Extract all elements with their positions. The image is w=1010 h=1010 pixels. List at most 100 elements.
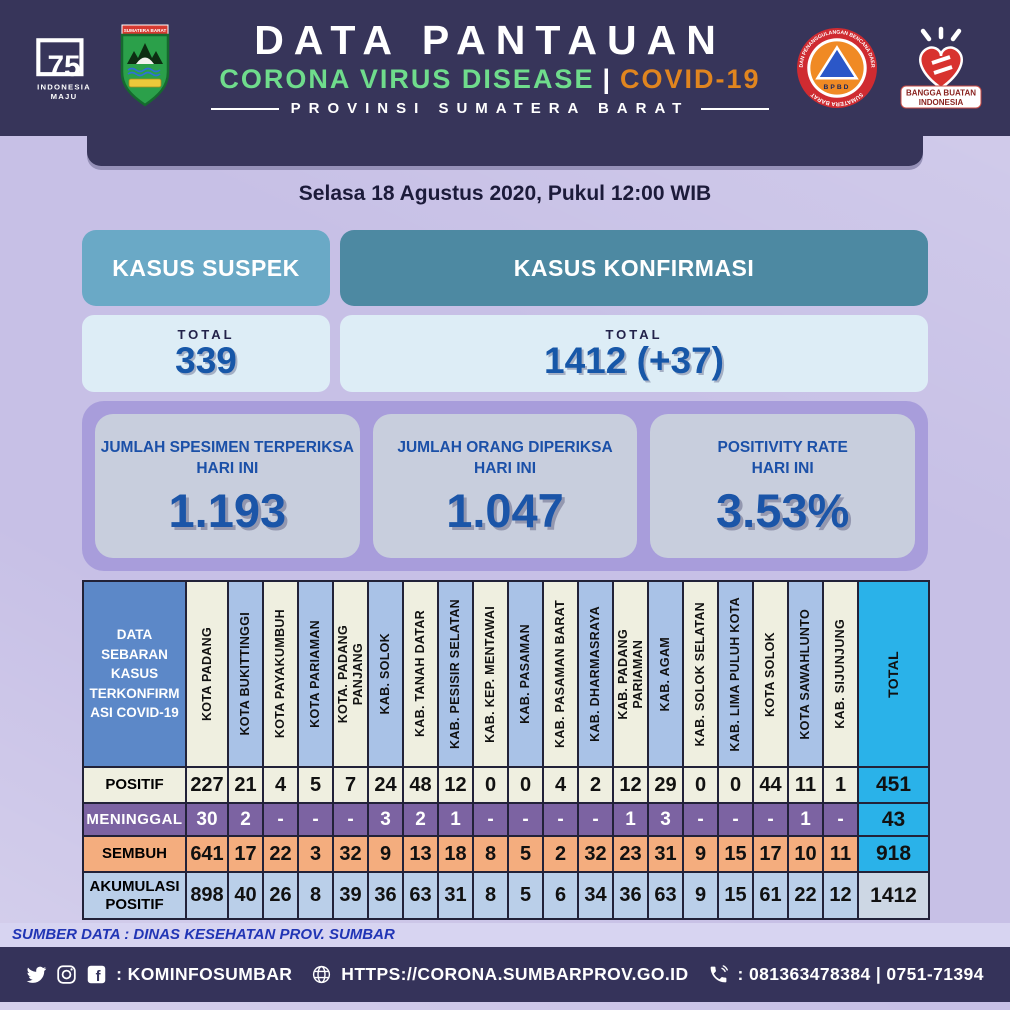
table-cell: - (297, 802, 334, 837)
table-cell: 2 (577, 766, 614, 804)
globe-icon (311, 964, 332, 985)
rule-left (210, 107, 279, 110)
column-header: KOTA PAYAKUMBUH (262, 580, 299, 768)
column-header: KOTA SAWAHLUNTO (787, 580, 824, 768)
column-header: KOTA. PADANG PANJANG (332, 580, 369, 768)
column-header: KAB. SOLOK SELATAN (682, 580, 719, 768)
stat-label-line1: POSITIVITY RATE (717, 439, 848, 457)
column-header-label: KAB. SOLOK (378, 633, 392, 715)
header-extension-bar (87, 136, 923, 166)
stat-card-positivity-rate: POSITIVITY RATE HARI INI 3.53% (650, 414, 916, 558)
table-cell: 0 (472, 766, 509, 804)
table-cell: 39 (332, 871, 369, 920)
table-cell: 32 (332, 835, 369, 873)
subtitle-divider: | (602, 64, 613, 95)
daily-stats-panel: JUMLAH SPESIMEN TERPERIKSA HARI INI 1.19… (82, 401, 928, 571)
column-header-label: KAB. TANAH DATAR (413, 610, 427, 738)
svg-text:INDONESIA: INDONESIA (37, 83, 91, 92)
page-subtitle: CORONA VIRUS DISEASE | COVID-19 (219, 64, 760, 95)
table-row: POSITIF 227 21 4 5 7 24 48 12 0 0 4 2 12 29 0 0 44 11 1 451 (82, 766, 930, 804)
table-cell: 12 (437, 766, 474, 804)
column-header: KOTA PARIAMAN (297, 580, 334, 768)
table-cell: 9 (682, 835, 719, 873)
column-header: KOTA BUKITTINGGI (227, 580, 264, 768)
stat-card-spesimen: JUMLAH SPESIMEN TERPERIKSA HARI INI 1.19… (95, 414, 360, 558)
row-label: POSITIF (82, 766, 187, 804)
table-cell: - (472, 802, 509, 837)
stat-label: POSITIVITY RATE HARI INI (718, 438, 848, 480)
table-cell: 40 (227, 871, 264, 920)
stat-label: JUMLAH SPESIMEN TERPERIKSA HARI INI (101, 438, 354, 480)
rule-right (701, 107, 770, 110)
row-label: MENINGGAL (82, 802, 187, 837)
table-cell: 21 (227, 766, 264, 804)
table-cell: 3 (647, 802, 684, 837)
table-cell: 0 (717, 766, 754, 804)
table-cell: 8 (472, 835, 509, 873)
column-header-label: KAB. PADANG PARIAMAN (615, 628, 645, 720)
stat-value: 3.53% (716, 484, 850, 538)
total-column-header-label: TOTAL (885, 650, 902, 698)
column-header-label: KAB. SIJUNJUNG (833, 619, 847, 729)
table-cell: 641 (185, 835, 229, 873)
table-cell: 18 (437, 835, 474, 873)
stat-label-line2: HARI INI (196, 460, 259, 478)
province-line: PROVINSI SUMATERA BARAT (210, 100, 770, 118)
table-cell: 61 (752, 871, 789, 920)
row-label: SEMBUH (82, 835, 187, 873)
table-cell: 4 (542, 766, 579, 804)
table-cell: 11 (787, 766, 824, 804)
column-header-label: KAB. LIMA PULUH KOTA (728, 596, 742, 752)
table-cell: 5 (297, 766, 334, 804)
column-header: KAB. PADANG PARIAMAN (612, 580, 649, 768)
case-total-row: TOTAL 339 TOTAL 1412 (+37) (82, 315, 928, 392)
konfirmasi-total-card: TOTAL 1412 (+37) (340, 315, 928, 392)
column-header: KAB. AGAM (647, 580, 684, 768)
table-cell: 8 (297, 871, 334, 920)
sumbar-crest-logo: SUMATERA BARAT (120, 24, 170, 107)
facebook-icon: f (86, 964, 107, 985)
table-cell: 9 (367, 835, 404, 873)
column-header: KAB. TANAH DATAR (402, 580, 439, 768)
table-cell: 10 (787, 835, 824, 873)
column-header-label: KAB. PASAMAN BARAT (553, 600, 567, 748)
table-cell: 36 (367, 871, 404, 920)
instagram-icon (56, 964, 77, 985)
stat-label: JUMLAH ORANG DIPERIKSA HARI INI (397, 438, 612, 480)
table-cell: 31 (437, 871, 474, 920)
table-cell: 44 (752, 766, 789, 804)
table-cell: 1 (612, 802, 649, 837)
province-label: PROVINSI SUMATERA BARAT (290, 100, 690, 118)
column-header-label: KAB. AGAM (658, 636, 672, 712)
column-header-label: KOTA SOLOK (763, 631, 777, 717)
suspek-total-card: TOTAL 339 (82, 315, 330, 392)
svg-text:f: f (96, 969, 101, 985)
table-row: SEMBUH 641 17 22 3 32 9 13 18 8 5 2 32 23 31 9 15 17 10 11 9… (82, 835, 930, 873)
column-header-label: KOTA PARIAMAN (308, 620, 322, 728)
region-table-wrap: DATA SEBARAN KASUS TERKONFIRM ASI COVID-… (82, 580, 930, 920)
stat-value: 1.193 (168, 484, 287, 538)
row-total: 918 (857, 835, 930, 873)
table-header-row: DATA SEBARAN KASUS TERKONFIRM ASI COVID-… (82, 580, 930, 768)
table-cell: - (262, 802, 299, 837)
table-cell: - (332, 802, 369, 837)
kasus-konfirmasi-header: KASUS KONFIRMASI (340, 230, 928, 306)
row-total: 1412 (857, 871, 930, 920)
phone-numbers: : 081363478384 | 0751-71394 (737, 964, 984, 984)
konfirmasi-total-label: TOTAL (605, 326, 663, 342)
bpbd-logo: BPBD BADAN PENANGGULANGAN BENCANA DAERAH… (796, 27, 877, 108)
column-header: KAB. LIMA PULUH KOTA (717, 580, 754, 768)
table-cell: 3 (367, 802, 404, 837)
table-cell: 227 (185, 766, 229, 804)
date-line: Selasa 18 Agustus 2020, Pukul 12:00 WIB (298, 182, 712, 205)
table-cell: 0 (682, 766, 719, 804)
svg-text:75: 75 (47, 50, 80, 83)
suspek-total-label: TOTAL (177, 326, 235, 342)
table-cell: 0 (507, 766, 544, 804)
footer-bar: f : KOMINFOSUMBAR HTTPS://CORONA.SUMBARP… (0, 947, 1010, 1002)
source-line: SUMBER DATA : DINAS KESEHATAN PROV. SUMB… (0, 923, 1010, 947)
table-cell: - (507, 802, 544, 837)
column-header-label: KAB. KEP. MENTAWAI (483, 605, 497, 743)
column-header-label: KOTA BUKITTINGGI (238, 612, 252, 736)
table-cell: 5 (507, 871, 544, 920)
